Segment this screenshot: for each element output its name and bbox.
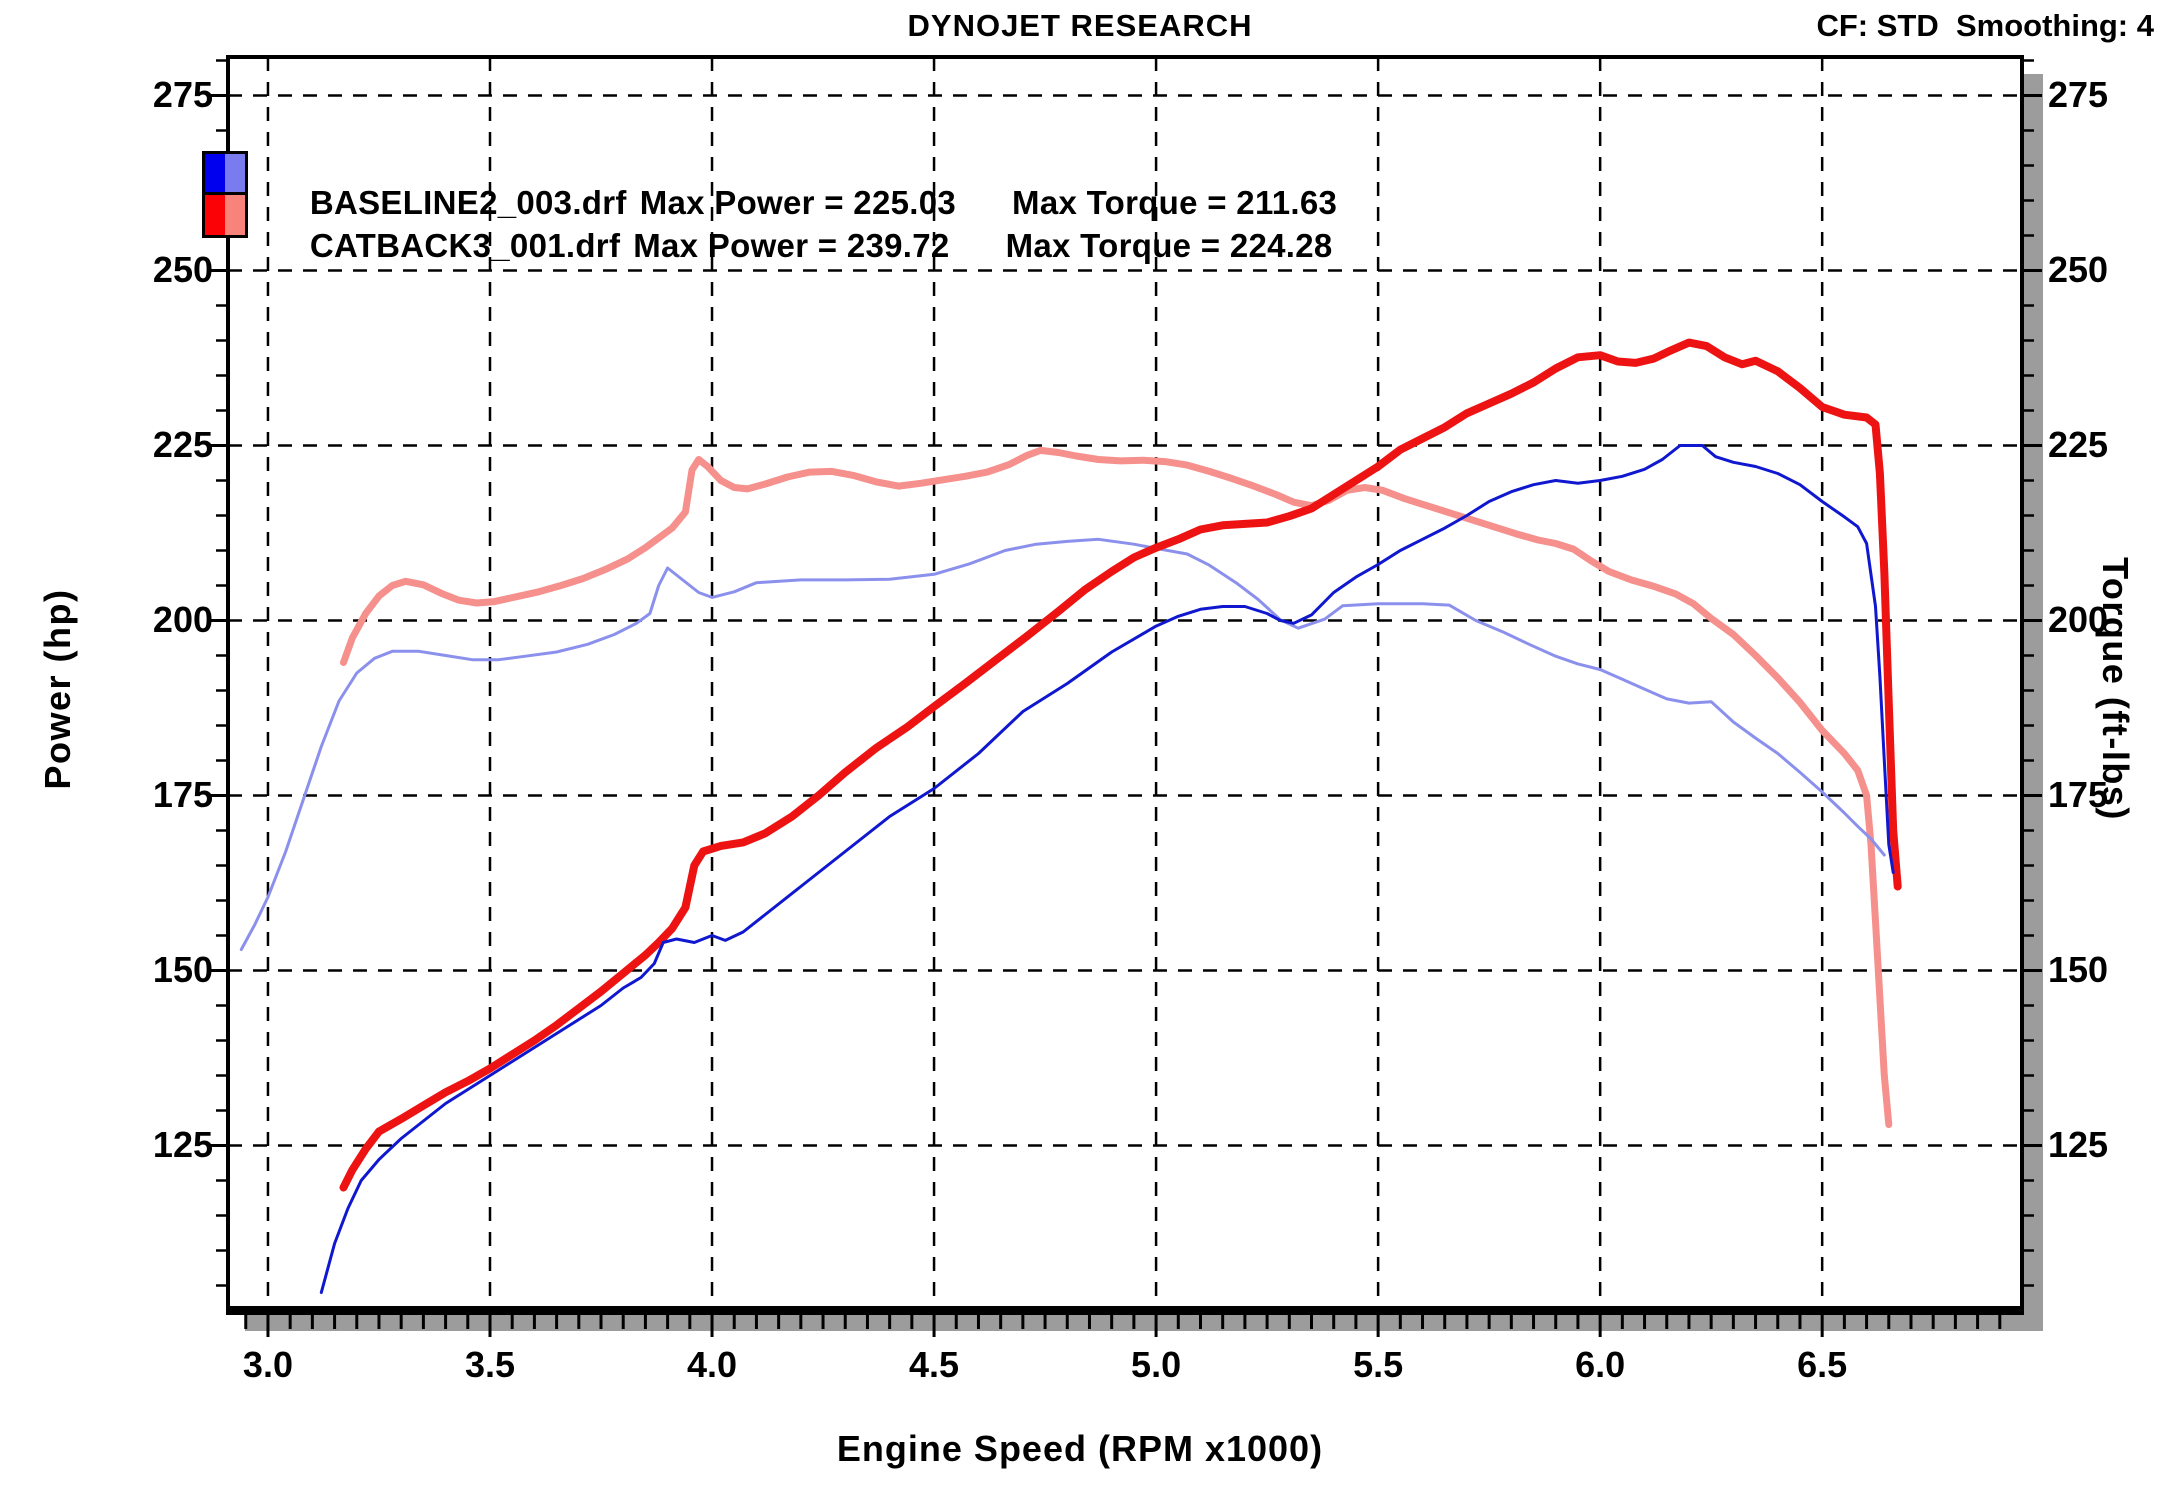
legend-baseline-max-power: Max Power = 225.03 (639, 184, 957, 221)
legend-baseline-max-torque: Max Torque = 211.63 (1012, 184, 1338, 221)
y-axis-title-power: Power (hp) (37, 588, 78, 790)
x-axis-bar (226, 1306, 2024, 1315)
x-tick-label: 3.0 (242, 1344, 293, 1385)
legend-entry-catback: CATBACK3_001.drf Max Power = 239.72 Max To… (253, 189, 1333, 303)
y-tick-label-left: 250 (152, 248, 213, 290)
y-tick-label-left: 200 (152, 598, 213, 640)
legend-catback-file: CATBACK3_001.drf (309, 227, 621, 264)
curve-baseline2-003-power (319, 444, 1895, 1294)
legend-swatch-baseline (202, 151, 248, 197)
y-tick-label-left: 275 (152, 73, 213, 115)
x-tick-label: 6.0 (1575, 1344, 1626, 1385)
legend-baseline-file: BASELINE2_003.drf (309, 184, 627, 221)
legend-entry-baseline: BASELINE2_003.drf Max Power = 225.03 Max T… (253, 146, 1337, 260)
legend-swatch-catback-torque-color (225, 195, 245, 235)
y-tick-label-right: 150 (2048, 948, 2109, 990)
y-tick-label-right: 250 (2048, 248, 2109, 290)
y-tick-label-right: 200 (2048, 598, 2109, 640)
curve-baseline2-003-torque (239, 537, 1886, 951)
x-axis-title: Engine Speed (RPM x1000) (836, 1428, 1324, 1469)
legend-swatch-catback (202, 192, 248, 238)
legend-swatch-baseline-torque-color (225, 154, 245, 194)
page-title: DYNOJET RESEARCH (907, 8, 1253, 43)
correction-smoothing-label: CF: STD Smoothing: 4 (1816, 8, 2154, 43)
y-tick-label-left: 125 (152, 1123, 213, 1165)
curve-catback3-001-torque (340, 446, 1893, 1128)
y-tick-label-right: 175 (2048, 773, 2109, 815)
y-tick-label-right: 125 (2048, 1123, 2109, 1165)
y-tick-label-left: 225 (152, 423, 213, 465)
legend-swatch-baseline-power-color (205, 154, 225, 194)
legend-catback-max-torque: Max Torque = 224.28 (1005, 227, 1333, 264)
plot-face (228, 57, 2022, 1310)
y-tick-label-right: 225 (2048, 423, 2109, 465)
legend-catback-max-power: Max Power = 239.72 (633, 227, 950, 264)
y-tick-label-right: 275 (2048, 73, 2109, 115)
x-tick-label: 5.5 (1353, 1344, 1404, 1385)
x-tick-label: 3.5 (464, 1344, 515, 1385)
curve-catback3-001-power (339, 338, 1902, 1192)
x-tick-label: 4.0 (686, 1344, 738, 1385)
x-tick-label: 6.5 (1797, 1344, 1848, 1385)
x-tick-label: 5.0 (1131, 1344, 1182, 1385)
y-tick-label-left: 150 (152, 948, 213, 990)
legend-swatch-catback-power-color (205, 195, 225, 235)
y-tick-label-left: 175 (152, 773, 213, 815)
x-tick-label: 4.5 (909, 1344, 960, 1385)
